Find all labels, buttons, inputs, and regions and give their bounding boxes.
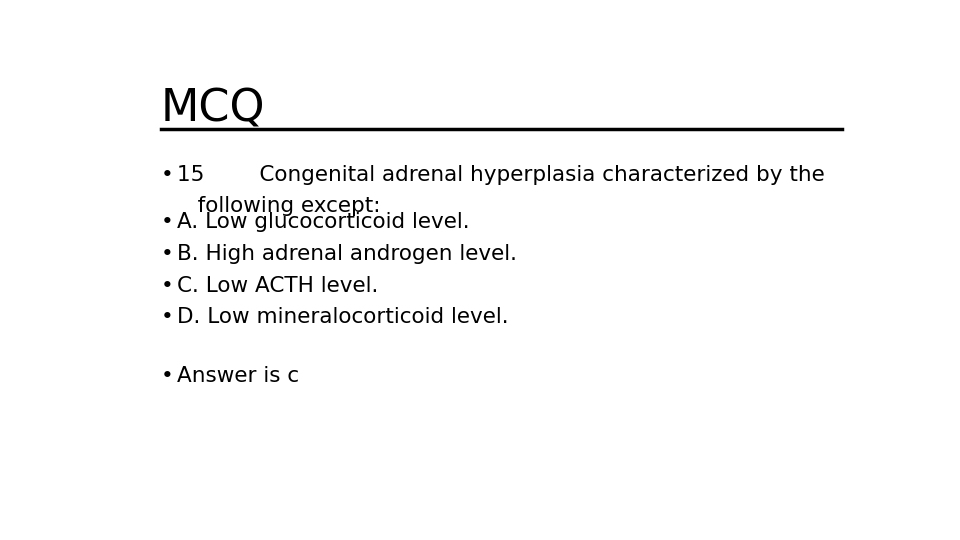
Text: A. Low glucocorticoid level.: A. Low glucocorticoid level. (178, 212, 469, 232)
Text: following except:: following except: (178, 196, 381, 216)
Text: 15        Congenital adrenal hyperplasia characterized by the: 15 Congenital adrenal hyperplasia charac… (178, 165, 825, 185)
Text: B. High adrenal androgen level.: B. High adrenal androgen level. (178, 244, 517, 264)
Text: •: • (161, 307, 174, 327)
Text: D. Low mineralocorticoid level.: D. Low mineralocorticoid level. (178, 307, 509, 327)
Text: C. Low ACTH level.: C. Low ACTH level. (178, 275, 378, 295)
Text: Answer is c: Answer is c (178, 366, 300, 386)
Text: •: • (161, 212, 174, 232)
Text: •: • (161, 366, 174, 386)
Text: •: • (161, 275, 174, 295)
Text: MCQ: MCQ (161, 87, 265, 131)
Text: •: • (161, 165, 174, 185)
Text: •: • (161, 244, 174, 264)
